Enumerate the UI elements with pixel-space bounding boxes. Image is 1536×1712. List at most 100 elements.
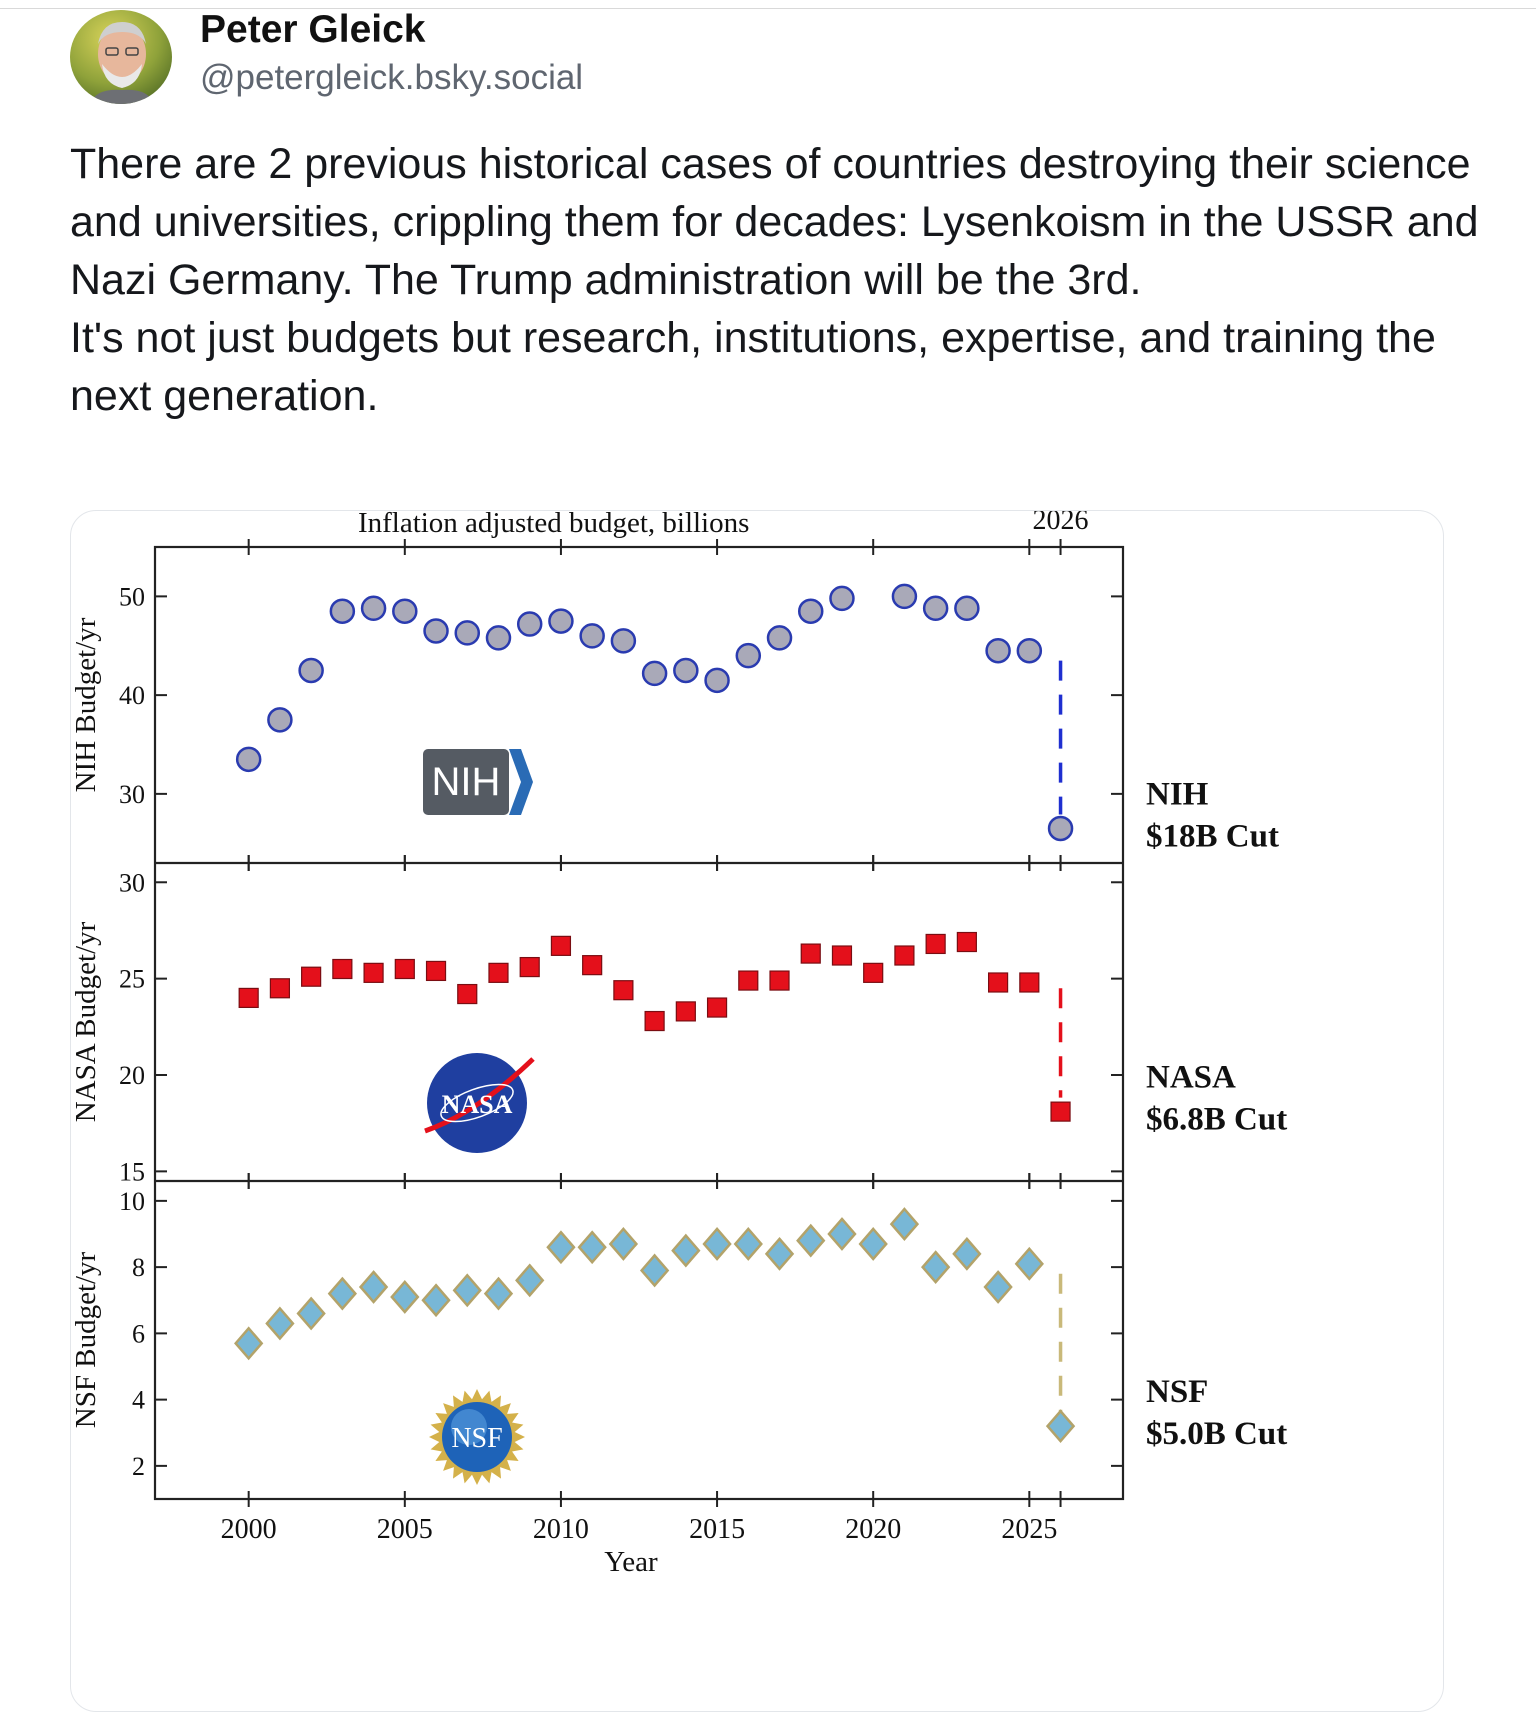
data-point-nasa [894, 945, 915, 966]
data-point-nasa [332, 958, 353, 980]
y-tick-label: 4 [132, 1386, 145, 1415]
data-point-nih [797, 598, 824, 624]
y-tick-label: 15 [119, 1157, 145, 1186]
budget-chart: Inflation adjusted budget, billions 2026 3… [71, 511, 1287, 1578]
data-point-nasa [800, 943, 821, 964]
data-point-nasa [738, 970, 759, 991]
avatar-photo [70, 10, 172, 104]
annotation-agency: NSF [1146, 1374, 1208, 1410]
nih-logo-badge [423, 749, 509, 815]
data-point-nasa [269, 978, 291, 999]
y-axis-label: NSF Budget/yr [71, 1251, 102, 1428]
data-point-nsf [515, 1263, 545, 1298]
data-point-nasa [644, 1010, 665, 1032]
data-point-nsf [327, 1276, 358, 1311]
y-tick-label: 50 [119, 582, 145, 611]
data-point-nsf [265, 1306, 295, 1341]
data-point-nsf [983, 1270, 1013, 1304]
data-point-nsf [639, 1253, 670, 1288]
data-point-nasa [301, 966, 322, 987]
nasa-logo-swoosh [424, 1057, 535, 1134]
data-point-nih [673, 657, 699, 684]
data-point-nasa [863, 962, 884, 983]
chart-title: Inflation adjusted budget, billions [358, 511, 749, 539]
data-point-nsf [452, 1273, 482, 1308]
y-axis-label: NIH Budget/yr [71, 617, 102, 792]
x-tick-label: 2020 [845, 1514, 901, 1545]
data-point-nsf [827, 1217, 857, 1251]
cut-year-label: 2026 [1033, 511, 1089, 536]
annotation-cut-amount: $18B Cut [1146, 818, 1279, 854]
data-point-nasa [706, 997, 728, 1018]
data-point-nasa [956, 931, 977, 953]
data-point-nasa [425, 960, 447, 982]
embedded-image-card[interactable]: Inflation adjusted budget, billions 2026 3… [70, 510, 1444, 1712]
y-axis-label: NASA Budget/yr [71, 921, 102, 1122]
data-point-nasa [488, 962, 509, 983]
data-point-nih [829, 585, 855, 612]
post-paragraph: It's not just budgets but research, inst… [70, 314, 1436, 420]
data-point-nsf [483, 1276, 514, 1311]
data-point-nsf [546, 1230, 576, 1265]
data-point-nsf [1014, 1246, 1044, 1281]
data-point-nasa [582, 955, 603, 976]
cut-point-nsf [1045, 1409, 1076, 1444]
data-point-nasa [831, 945, 853, 966]
data-point-nih [423, 618, 449, 644]
author-handle[interactable]: @petergleick.bsky.social [200, 58, 584, 97]
data-point-nih [766, 625, 793, 651]
data-point-nasa [363, 962, 384, 983]
data-point-nsf [920, 1250, 951, 1285]
annotation-cut-amount: $5.0B Cut [1146, 1416, 1287, 1452]
annotation-agency: NIH [1146, 776, 1209, 812]
nsf-logo-highlight [451, 1409, 487, 1445]
data-point-nasa [675, 1001, 696, 1022]
plot-frame [153, 545, 1125, 1501]
data-point-nsf [952, 1236, 982, 1271]
data-point-nih [267, 707, 293, 733]
data-point-nasa [238, 987, 259, 1009]
data-point-nsf [358, 1270, 389, 1304]
data-point-nsf [671, 1233, 701, 1268]
x-axis-label: Year [604, 1546, 658, 1578]
data-point-nsf [702, 1227, 732, 1261]
data-point-nsf [733, 1227, 763, 1261]
data-point-nasa [925, 933, 946, 955]
avatar[interactable] [70, 10, 172, 104]
data-point-nsf [608, 1227, 639, 1261]
data-point-nasa [987, 972, 1009, 993]
data-point-nsf [796, 1223, 826, 1258]
data-point-nih [516, 611, 543, 637]
y-tick-label: 20 [119, 1061, 145, 1090]
x-tick-label: 2015 [689, 1514, 745, 1545]
data-point-nih [392, 598, 418, 624]
nsf-logo-text: NSF [451, 1423, 502, 1454]
cut-point-nasa [1050, 1101, 1071, 1122]
y-tick-label: 40 [119, 681, 145, 710]
data-point-nih [454, 620, 481, 646]
post-body: There are 2 previous historical cases of… [70, 135, 1480, 425]
nih-logo-arrow [509, 749, 533, 815]
data-point-nasa [457, 983, 478, 1005]
annotation-cut-amount: $6.8B Cut [1146, 1102, 1287, 1138]
y-tick-label: 30 [119, 780, 145, 809]
data-point-nih [641, 660, 668, 687]
y-tick-label: 30 [119, 868, 145, 897]
data-point-nih [485, 625, 512, 651]
top-divider [0, 0, 1536, 9]
data-point-nsf [889, 1207, 920, 1241]
nih-logo-text: NIH [432, 760, 501, 804]
data-point-nasa [550, 935, 572, 956]
data-point-nih [985, 637, 1011, 664]
data-point-nih [298, 657, 324, 684]
x-tick-label: 2005 [377, 1514, 433, 1545]
data-point-nsf [577, 1230, 607, 1265]
data-point-nih [891, 583, 918, 610]
data-point-nasa [769, 970, 790, 991]
author-name[interactable]: Peter Gleick [200, 8, 426, 51]
data-point-nih [579, 623, 605, 649]
data-point-nsf [234, 1326, 264, 1361]
data-point-nasa [613, 980, 634, 1001]
data-point-nsf [296, 1296, 326, 1331]
data-point-nsf [858, 1227, 888, 1261]
